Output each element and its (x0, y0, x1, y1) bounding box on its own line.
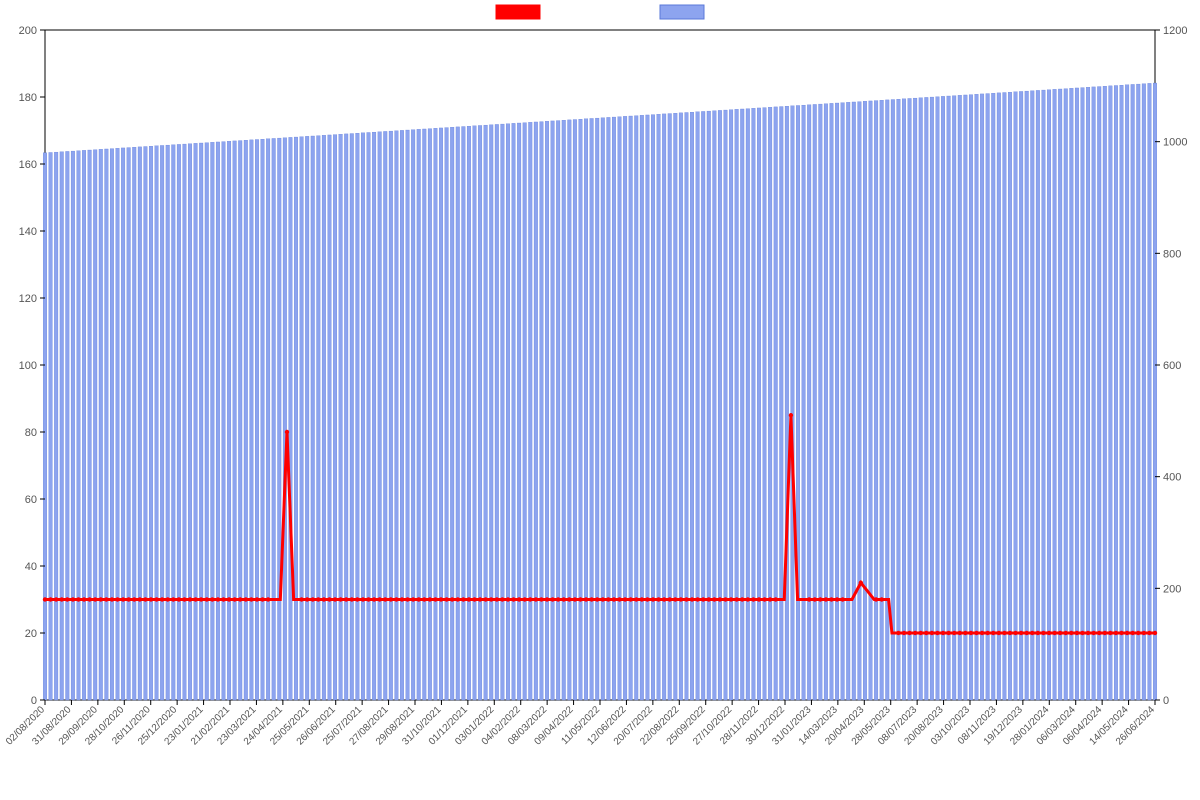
svg-text:0: 0 (31, 695, 37, 707)
svg-text:80: 80 (25, 427, 37, 439)
svg-text:0: 0 (1163, 695, 1169, 707)
svg-text:120: 120 (19, 293, 37, 305)
svg-text:1000: 1000 (1163, 137, 1187, 149)
svg-text:600: 600 (1163, 360, 1181, 372)
chart-svg: 0 20 40 60 80 100 120 140 160 180 200 0 200 400 600 800… (0, 0, 1200, 800)
svg-text:200: 200 (19, 25, 37, 37)
svg-text:60: 60 (25, 494, 37, 506)
svg-text:160: 160 (19, 159, 37, 171)
svg-text:200: 200 (1163, 583, 1181, 595)
svg-text:140: 140 (19, 226, 37, 238)
svg-text:20: 20 (25, 628, 37, 640)
svg-text:100: 100 (19, 360, 37, 372)
svg-text:40: 40 (25, 561, 37, 573)
svg-text:400: 400 (1163, 472, 1181, 484)
svg-text:800: 800 (1163, 248, 1181, 260)
svg-text:1200: 1200 (1163, 25, 1187, 37)
chart-container: 0 20 40 60 80 100 120 140 160 180 200 0 200 400 600 800… (0, 0, 1200, 800)
svg-text:180: 180 (19, 92, 37, 104)
